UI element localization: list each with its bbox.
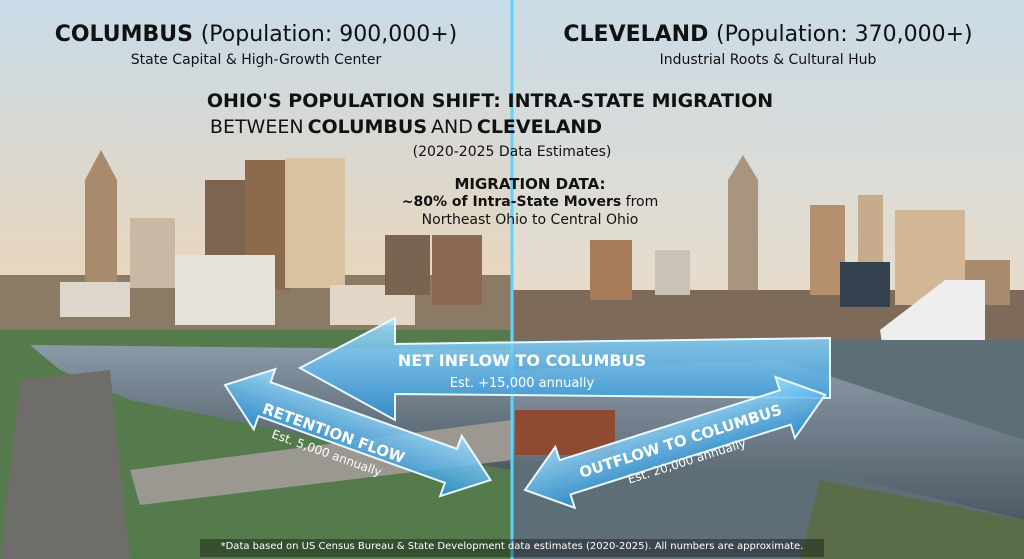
title-line2: BETWEEN COLUMBUS AND CLEVELAND <box>0 116 816 138</box>
right-heading: CLEVELAND (Population: 370,000+) <box>512 22 1024 47</box>
title-city: COLUMBUS <box>307 116 428 138</box>
title-line3: (2020-2025 Data Estimates) <box>412 144 612 160</box>
title-word: AND <box>431 116 473 138</box>
right-subtitle: Industrial Roots & Cultural Hub <box>659 52 877 68</box>
city-name: COLUMBUS <box>54 22 194 47</box>
left-heading: COLUMBUS (Population: 900,000+) <box>0 22 512 47</box>
migration-highlight: ~80% of Intra-State Movers <box>401 194 622 210</box>
inflow-arrow <box>297 316 831 422</box>
title-city: CLEVELAND <box>476 116 603 138</box>
title-word: BETWEEN <box>209 116 304 138</box>
population: (Population: 370,000+) <box>716 22 973 47</box>
inflow-label: NET INFLOW TO COLUMBUS <box>398 351 646 370</box>
migration-line1: ~80% of Intra-State Movers from <box>330 194 730 210</box>
city-name: CLEVELAND <box>563 22 709 47</box>
inflow-estimate: Est. +15,000 annually <box>450 376 595 391</box>
retention-arrow <box>223 367 493 498</box>
title-line1: OHIO'S POPULATION SHIFT: INTRA-STATE MIG… <box>206 90 774 112</box>
population: (Population: 900,000+) <box>200 22 458 47</box>
left-subtitle: State Capital & High-Growth Center <box>130 52 382 68</box>
migration-line2: Northeast Ohio to Central Ohio <box>421 212 639 228</box>
migration-heading: MIGRATION DATA: <box>454 175 606 193</box>
outflow-arrow <box>523 375 827 510</box>
migration-text: from <box>625 194 659 210</box>
footnote: *Data based on US Census Bureau & State … <box>220 541 804 552</box>
